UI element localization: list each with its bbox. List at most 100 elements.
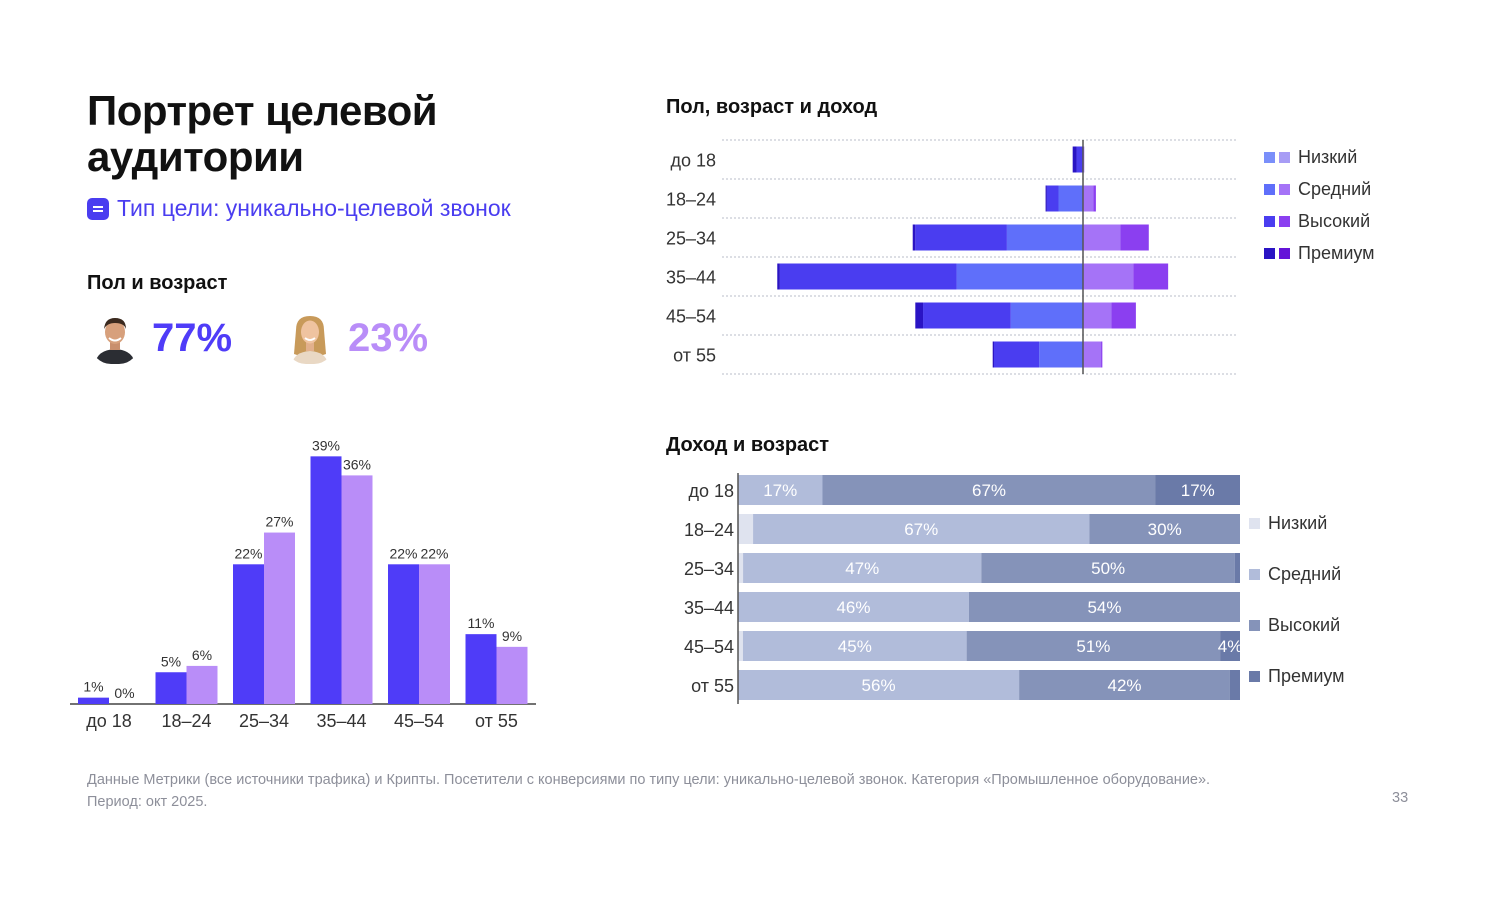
male-avatar — [91, 310, 139, 364]
pyramid-bar-male — [1072, 146, 1077, 173]
stacked-segment — [738, 631, 743, 661]
bar — [341, 475, 373, 704]
x-tick-label: 25–34 — [239, 711, 289, 731]
pyramid-legend: Низкий Средний Высокий Премиум — [1264, 141, 1375, 269]
pyramid-bar-female — [1101, 341, 1103, 368]
data-label: 27% — [265, 514, 293, 530]
x-tick-label: 18–24 — [161, 711, 211, 731]
data-label: 22% — [420, 545, 448, 561]
segment-label: 17% — [1181, 481, 1215, 500]
income-legend-item: Высокий — [1249, 600, 1345, 651]
stacked-segment — [968, 592, 1240, 622]
pyramid-title: Пол, возраст и доход — [666, 96, 878, 118]
pyramid-bar-male — [1076, 146, 1083, 173]
income-legend-item: Низкий — [1249, 498, 1345, 549]
pyramid-bar-male — [912, 224, 916, 251]
y-tick-label: 18–24 — [666, 190, 716, 210]
gender-age-income-pyramid: до 18 18–24 25–34 35–44 45–54 от 55 — [666, 139, 1238, 375]
stacked-segment — [981, 553, 1235, 583]
page-title: Портрет целевой аудитории — [87, 87, 438, 180]
segment-label: 47% — [845, 559, 879, 578]
income-age-title: Доход и возраст — [666, 434, 830, 456]
pyramid-bar-female — [1120, 224, 1149, 251]
footnote-line: Период: окт 2025. — [87, 794, 208, 810]
goal-type-label: Тип цели: уникально-целевой звонок — [117, 195, 511, 221]
y-tick-label: до 18 — [670, 151, 716, 171]
income-age-stacked-chart: до 18 17% 67% 17% 18–24 67% 30% 25–34 47% 50% 35–4… — [684, 473, 1243, 704]
pyramid-bar-male — [777, 263, 780, 290]
stacked-segment — [1155, 475, 1240, 505]
pyramid-bar-female — [1083, 263, 1134, 290]
y-tick-label: до 18 — [688, 481, 734, 501]
footnote: Данные Метрики (все источники трафика) и… — [87, 769, 1347, 813]
pyramid-bar-male — [1058, 185, 1083, 212]
stacked-segment — [738, 475, 823, 505]
male-percentage: 77% — [152, 316, 233, 360]
segment-label: 4% — [1218, 637, 1243, 656]
x-tick-label: до 18 — [86, 711, 132, 731]
pyramid-bar-female — [1083, 302, 1112, 329]
pyramid-bar-male — [1010, 302, 1083, 329]
y-tick-label: 45–54 — [666, 307, 716, 327]
goal-type: Тип цели: уникально-целевой звонок — [87, 195, 511, 222]
pyramid-bar-male — [1039, 341, 1083, 368]
segment-label: 56% — [862, 676, 896, 695]
bar — [388, 564, 419, 704]
pyramid-bar-male — [923, 302, 1011, 329]
pyramid-legend-item: Средний — [1264, 173, 1375, 205]
pyramid-bar-male — [1046, 185, 1059, 212]
pyramid-bar-female — [1133, 263, 1169, 290]
stacked-segment — [742, 631, 967, 661]
segment-label: 17% — [763, 481, 797, 500]
pyramid-legend-item: Высокий — [1264, 205, 1375, 237]
pyramid-bar-male — [1006, 224, 1083, 251]
income-legend: Низкий Средний Высокий Премиум — [1249, 498, 1345, 702]
segment-label: 50% — [1091, 559, 1125, 578]
y-tick-label: от 55 — [673, 346, 716, 366]
data-label: 36% — [343, 456, 371, 472]
bar — [78, 697, 109, 704]
stacked-segment — [1234, 553, 1240, 583]
bar — [233, 564, 264, 704]
segment-label: 51% — [1076, 637, 1110, 656]
bar — [186, 665, 218, 704]
y-tick-label: 45–54 — [684, 637, 734, 657]
bar — [419, 564, 450, 704]
y-tick-label: 25–34 — [666, 229, 716, 249]
data-label: 22% — [389, 545, 417, 561]
x-tick-label: 45–54 — [394, 711, 444, 731]
pyramid-bar-female — [1111, 302, 1136, 329]
segment-label: 46% — [836, 598, 870, 617]
stacked-segment — [822, 475, 1156, 505]
pyramid-bar-male — [779, 263, 957, 290]
y-tick-label: от 55 — [691, 676, 734, 696]
segment-label: 67% — [972, 481, 1006, 500]
pyramid-bar-male — [992, 341, 994, 368]
segment-label: 30% — [1148, 520, 1182, 539]
y-tick-label: 35–44 — [684, 598, 734, 618]
data-label: 11% — [468, 615, 495, 631]
segment-label: 67% — [904, 520, 938, 539]
data-label: 1% — [83, 679, 103, 695]
data-label: 39% — [312, 437, 340, 453]
y-tick-label: 25–34 — [684, 559, 734, 579]
gender-age-title: Пол и возраст — [87, 272, 228, 294]
data-label: 5% — [161, 653, 181, 669]
stacked-segment — [1089, 514, 1240, 544]
stacked-segment — [738, 592, 969, 622]
list-icon — [87, 197, 109, 220]
pyramid-bar-male — [915, 224, 1007, 251]
pyramid-bar-female — [1093, 185, 1096, 212]
pyramid-legend-item: Премиум — [1264, 237, 1375, 269]
pyramid-bar-female — [1083, 185, 1094, 212]
bar — [155, 672, 187, 704]
income-legend-item: Средний — [1249, 549, 1345, 600]
segment-label: 42% — [1108, 676, 1142, 695]
y-tick-label: 35–44 — [666, 268, 716, 288]
female-percentage: 23% — [348, 316, 429, 360]
income-legend-item: Премиум — [1249, 651, 1345, 702]
x-tick-label: 35–44 — [316, 711, 366, 731]
female-avatar — [286, 310, 334, 364]
data-label: 0% — [114, 685, 134, 701]
segment-label: 54% — [1087, 598, 1121, 617]
